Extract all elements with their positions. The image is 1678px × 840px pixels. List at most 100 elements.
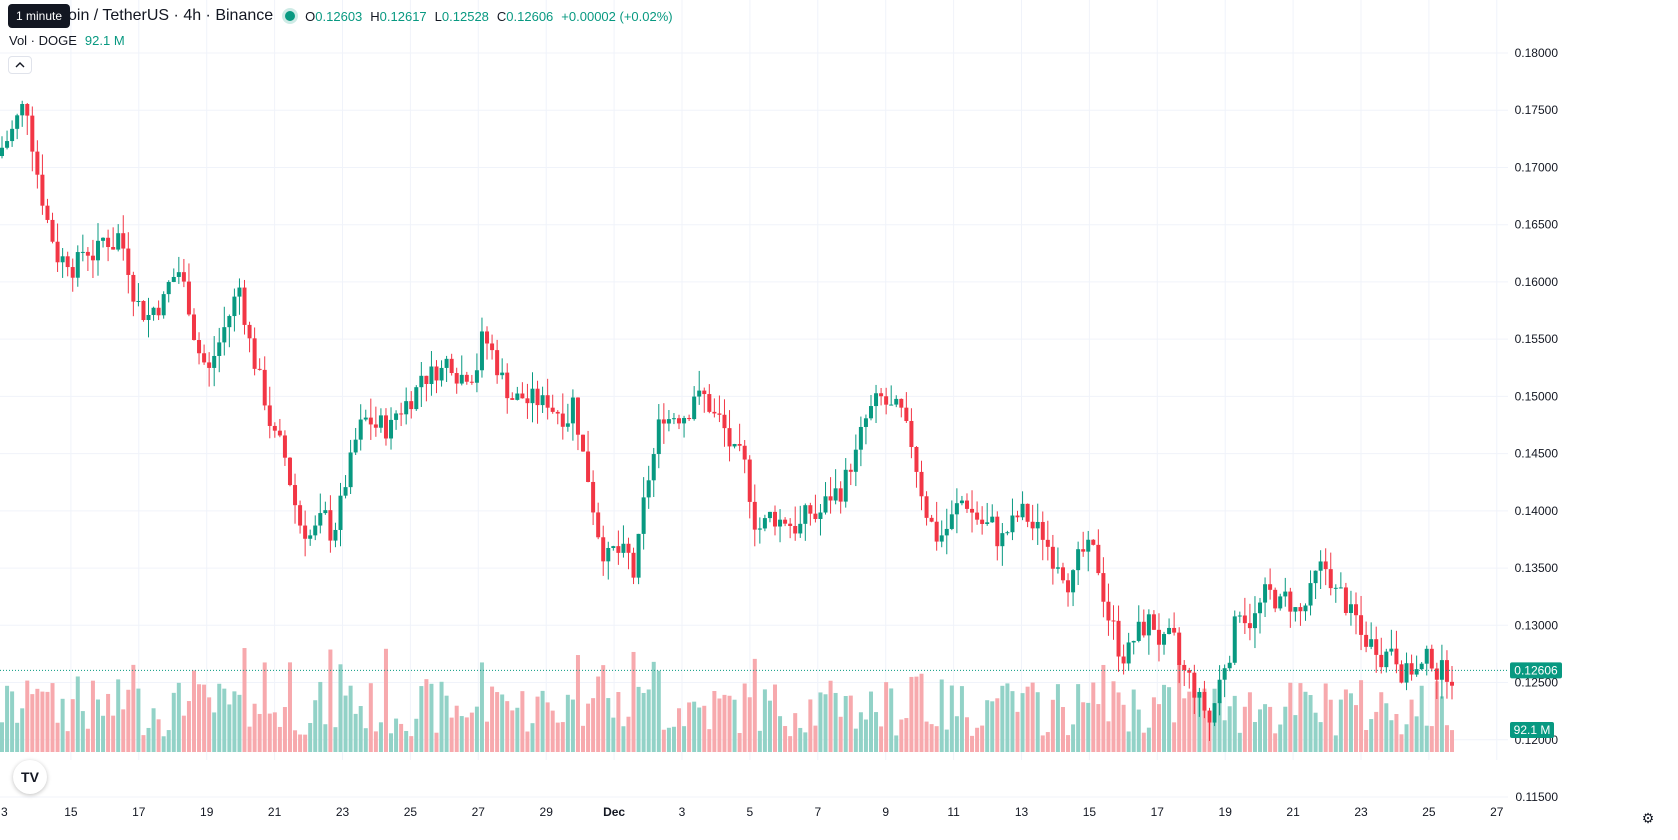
candle-body — [697, 390, 702, 397]
candle-body — [853, 449, 858, 472]
candle-body — [772, 511, 777, 527]
volume-bar — [101, 715, 106, 752]
volume-bar — [798, 727, 803, 752]
last-volume-badge[interactable] — [1510, 722, 1554, 738]
candle-body — [449, 358, 454, 374]
candle-body — [550, 407, 555, 412]
x-tick-label: 23 — [336, 805, 350, 819]
volume-bar — [479, 662, 484, 752]
volume-bar — [1404, 724, 1409, 752]
volume-bar — [535, 696, 540, 752]
volume-bar — [1086, 702, 1091, 752]
volume-bar — [313, 700, 318, 752]
volume-bar — [303, 734, 308, 752]
candle-body — [1252, 613, 1257, 629]
volume-label[interactable]: Vol · DOGE — [9, 33, 77, 48]
x-tick-label: 15 — [1083, 805, 1097, 819]
candle-body — [1429, 648, 1434, 669]
candle-body — [394, 413, 399, 420]
volume-bar — [823, 694, 828, 752]
candle-body — [889, 404, 894, 406]
candle-body — [964, 500, 969, 509]
volume-bar — [464, 717, 469, 752]
candle-body — [823, 496, 828, 513]
candle-body — [1379, 654, 1384, 668]
candle-body — [222, 327, 227, 343]
candle-body — [500, 372, 505, 376]
volume-bar — [1045, 732, 1050, 752]
candle-body — [479, 331, 484, 371]
candle-body — [904, 407, 909, 421]
volume-bar — [202, 684, 207, 752]
volume-bar — [944, 729, 949, 752]
candle-body — [651, 454, 656, 481]
volume-bar — [581, 725, 586, 752]
candle-body — [606, 547, 611, 562]
market-status-icon[interactable] — [285, 11, 296, 21]
candle-body — [1121, 656, 1126, 664]
volume-bar — [1136, 709, 1141, 752]
volume-bar — [1369, 719, 1374, 752]
y-tick-label: 0.15500 — [1515, 332, 1559, 346]
volume-bar — [116, 679, 121, 752]
candle-body — [373, 424, 378, 428]
candle-body — [1369, 639, 1374, 647]
settings-gear-icon[interactable]: ⚙ — [1641, 810, 1655, 826]
volume-bar — [121, 709, 126, 752]
candle-body — [439, 367, 444, 381]
volume-bar — [75, 676, 80, 752]
candle-body — [959, 500, 964, 504]
candle-body — [1424, 648, 1429, 664]
y-tick-label: 0.11500 — [1516, 790, 1559, 804]
candle-body — [990, 516, 995, 523]
volume-bar — [414, 718, 419, 752]
volume-bar — [990, 701, 995, 752]
candle-body — [677, 418, 682, 424]
volume-bar — [575, 655, 580, 752]
volume-bar — [1444, 725, 1449, 752]
volume-bar — [85, 728, 90, 752]
tradingview-logo[interactable]: TV — [13, 760, 47, 794]
volume-bar — [1399, 734, 1404, 752]
volume-bar — [1035, 692, 1040, 752]
volume-bar — [1116, 692, 1121, 752]
x-tick-label: 19 — [200, 805, 214, 819]
candle-body — [879, 393, 884, 397]
last-price-badge[interactable] — [1510, 662, 1562, 679]
symbol-title[interactable]: oin / TetherUS · 4h · Binance — [68, 7, 274, 24]
volume-bar — [1450, 730, 1454, 752]
volume-bar — [181, 715, 186, 752]
candle-body — [1237, 615, 1242, 617]
volume-bar — [995, 698, 1000, 752]
candle-body — [1263, 584, 1268, 603]
collapse-legend-button[interactable] — [8, 56, 32, 74]
volume-bar — [1000, 685, 1005, 752]
candle-body — [682, 417, 687, 424]
open-label: O — [305, 8, 316, 24]
volume-bar — [732, 699, 737, 752]
candle-body — [1060, 567, 1065, 581]
volume-bar — [853, 728, 858, 752]
volume-bar — [560, 722, 565, 752]
candle-body — [1389, 648, 1394, 652]
candle-body — [399, 413, 404, 415]
candle-body — [868, 406, 873, 419]
candle-body — [495, 350, 500, 376]
volume-bar — [383, 648, 388, 752]
candle-body — [444, 358, 449, 368]
candle-body — [727, 428, 732, 447]
volume-bar — [136, 688, 141, 752]
candle-body — [788, 523, 793, 526]
candle-body — [227, 316, 232, 328]
candle-body — [1450, 681, 1454, 686]
volume-bar — [161, 736, 166, 752]
x-tick-label: 27 — [1490, 805, 1504, 819]
volume-bar — [262, 662, 267, 752]
volume-bar — [1313, 712, 1318, 752]
volume-bar — [1060, 707, 1065, 752]
open-value: 0.12603 — [315, 8, 363, 24]
candle-body — [95, 240, 100, 261]
candle-body — [1066, 580, 1071, 593]
